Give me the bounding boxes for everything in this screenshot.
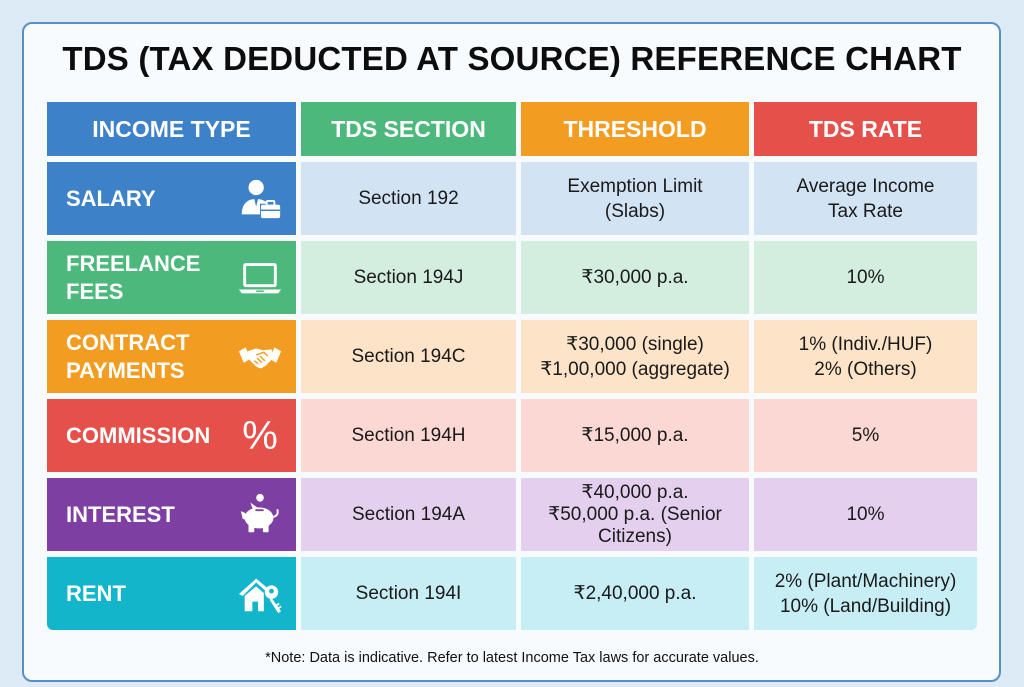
header-income-type: INCOME TYPE [47, 102, 296, 156]
threshold-cell: ₹40,000 p.a. ₹50,000 p.a. (Senior Citize… [521, 478, 749, 551]
tds-rate-cell: 5% [754, 399, 977, 472]
tds-section-cell: Section 194H [301, 399, 516, 472]
income-type-label: COMMISSION [66, 422, 211, 448]
disclaimer-note: *Note: Data is indicative. Refer to late… [265, 650, 759, 666]
table-row-contract-payments: CONTRACT PAYMENTS Section 194C ₹30,000 (… [47, 320, 977, 393]
tds-rate-cell: Average Income Tax Rate [754, 162, 977, 235]
businessman-briefcase-icon [236, 175, 284, 223]
income-type-label: SALARY [66, 185, 156, 211]
table-header-row: INCOME TYPE TDS SECTION THRESHOLD TDS RA… [47, 102, 977, 156]
income-type-cell: COMMISSION % [47, 399, 296, 472]
income-type-label: INTEREST [66, 501, 175, 527]
percent-icon: % [242, 413, 278, 458]
threshold-cell: ₹30,000 p.a. [521, 241, 749, 314]
tds-section-cell: Section 192 [301, 162, 516, 235]
house-key-icon [236, 570, 284, 618]
tds-table: INCOME TYPE TDS SECTION THRESHOLD TDS RA… [47, 102, 977, 636]
tds-section-cell: Section 194C [301, 320, 516, 393]
table-row-freelance-fees: FREELANCE FEES Section 194J ₹30,000 p.a.… [47, 241, 977, 314]
header-threshold: THRESHOLD [521, 102, 749, 156]
threshold-cell: Exemption Limit (Slabs) [521, 162, 749, 235]
income-type-cell: RENT [47, 557, 296, 630]
laptop-icon [236, 254, 284, 302]
tds-rate-cell: 1% (Indiv./HUF) 2% (Others) [754, 320, 977, 393]
tds-section-cell: Section 194A [301, 478, 516, 551]
table-row-commission: COMMISSION % Section 194H ₹15,000 p.a. 5… [47, 399, 977, 472]
tds-section-cell: Section 194I [301, 557, 516, 630]
threshold-cell: ₹30,000 (single) ₹1,00,000 (aggregate) [521, 320, 749, 393]
handshake-icon [236, 333, 284, 381]
income-type-cell: CONTRACT PAYMENTS [47, 320, 296, 393]
income-type-label: FREELANCE FEES [66, 250, 201, 304]
threshold-cell: ₹2,40,000 p.a. [521, 557, 749, 630]
tds-rate-cell: 10% [754, 478, 977, 551]
piggy-bank-icon [236, 491, 284, 539]
header-tds-section: TDS SECTION [301, 102, 516, 156]
table-row-interest: INTEREST Section 194A ₹40,000 p.a. ₹50,0… [47, 478, 977, 551]
income-type-cell: INTEREST [47, 478, 296, 551]
tds-rate-cell: 10% [754, 241, 977, 314]
income-type-label: RENT [66, 580, 126, 606]
page-title: TDS (TAX DEDUCTED AT SOURCE) REFERENCE C… [62, 40, 962, 77]
tds-section-cell: Section 194J [301, 241, 516, 314]
table-row-rent: RENT Section 194I ₹2,40,000 p.a. 2% (Pla… [47, 557, 977, 630]
income-type-cell: SALARY [47, 162, 296, 235]
income-type-cell: FREELANCE FEES [47, 241, 296, 314]
tds-rate-cell: 2% (Plant/Machinery) 10% (Land/Building) [754, 557, 977, 630]
threshold-cell: ₹15,000 p.a. [521, 399, 749, 472]
table-row-salary: SALARY Section 192 Exemption Limit (Slab… [47, 162, 977, 235]
income-type-label: CONTRACT PAYMENTS [66, 329, 190, 383]
header-tds-rate: TDS RATE [754, 102, 977, 156]
